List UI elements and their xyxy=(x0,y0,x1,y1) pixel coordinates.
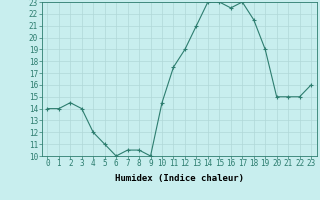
X-axis label: Humidex (Indice chaleur): Humidex (Indice chaleur) xyxy=(115,174,244,183)
